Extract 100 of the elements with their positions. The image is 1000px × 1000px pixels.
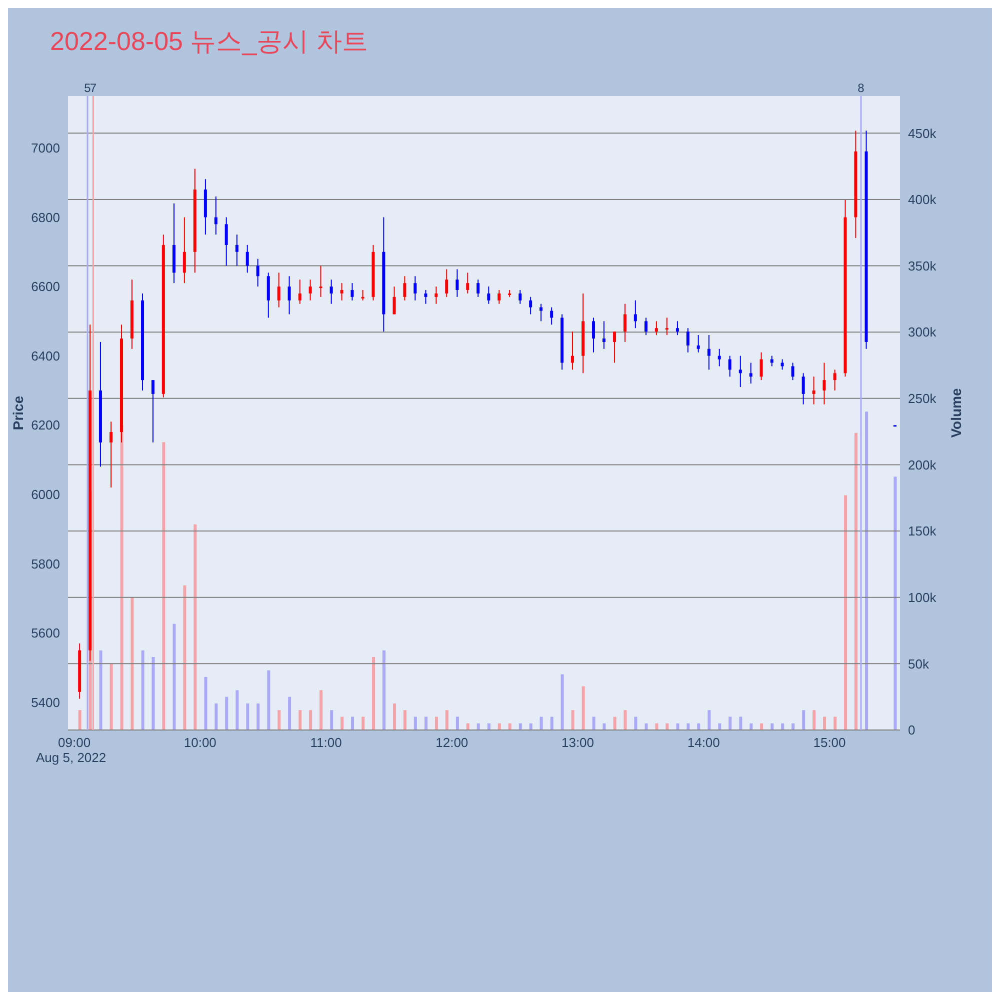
bar [708,710,711,730]
bar [476,723,480,730]
bar [498,723,501,730]
y-tick-label: 5800 [31,556,60,572]
bar [739,716,742,730]
y2-tick-label: 150k [908,524,937,539]
y-tick-label: 6800 [31,210,60,225]
bar [456,716,459,730]
bar [225,696,228,730]
candlestick [749,362,752,384]
candlestick [498,290,501,304]
candlestick [718,348,721,367]
candlestick [110,421,113,488]
candlestick [256,258,260,288]
bar [362,716,365,730]
bar [781,723,784,730]
candlestick [644,317,648,336]
candlestick [487,286,490,304]
chart-title: 2022-08-05 뉴스_공시 차트 [50,25,368,58]
candlestick [298,279,302,304]
bar [152,657,155,730]
y2-tick-label: 0 [908,722,916,738]
x-tick-label: 13:00 [562,735,594,750]
candlestick [592,317,596,353]
y-tick-label: 7000 [31,140,60,156]
bar [634,716,638,730]
candlestick [540,303,543,322]
text: Aug 5, 2022 [36,750,106,765]
bar [865,412,868,730]
y2-tick-label: 450k [908,126,937,141]
candlestick [414,276,417,301]
bar [529,723,532,730]
bar [792,723,795,730]
bar [130,597,134,730]
bar [802,710,806,730]
bar [602,723,606,730]
bar [823,716,826,730]
candlestick [434,286,438,304]
candlestick [634,300,637,329]
bar [141,650,144,730]
y-tick-label: 6200 [31,418,60,433]
y-tick-label: 5400 [31,694,60,710]
bar [718,723,722,730]
bar [267,670,270,730]
x-tick-label: 14:00 [687,735,720,750]
bar [278,710,281,730]
bar [592,716,596,730]
y2-tick-label: 200k [908,457,937,472]
candlestick [456,268,459,298]
candlestick [235,234,238,266]
candlestick [277,272,280,308]
bar [613,716,616,730]
candlestick [791,362,794,381]
x-tick-label: 11:00 [310,735,342,750]
bar [550,716,554,730]
candlestick [802,372,805,405]
y2-tick-label: 300k [908,324,937,340]
bar [666,723,669,730]
candlestick [696,334,700,353]
bar [298,710,302,730]
candlestick [319,265,322,298]
bar [320,690,323,730]
bar [487,723,490,730]
y2-tick-label: 250k [908,391,937,406]
candlestick [151,380,154,443]
y-tick-label: 6600 [31,279,60,294]
bar [770,723,774,730]
bar [309,710,312,730]
bar [414,716,417,730]
bar [194,524,197,730]
bar [403,710,406,730]
annotation: 7 [90,81,97,95]
bar [350,716,354,730]
bar [750,723,753,730]
candlestick [246,244,249,274]
candlestick [665,317,668,336]
y2-tick-label: 50k [908,656,930,672]
bar [655,723,658,730]
bar [644,723,648,730]
bar [110,664,113,730]
y2-axis-title: Volume [948,388,964,438]
y-tick-label: 6400 [31,348,60,364]
bar [582,686,585,730]
bar [330,710,334,730]
x-tick-label: 09:00 [58,735,91,750]
x-tick-label: 15:00 [813,735,846,750]
candlestick [518,290,522,304]
candlestick [833,369,836,391]
bar [624,710,627,730]
bar [246,703,250,730]
bar [508,723,512,730]
bar [894,476,897,730]
candlestick [361,290,364,301]
bar [172,624,176,730]
candlestick [770,355,774,367]
candlestick [350,282,354,301]
bar [204,676,208,730]
candlestick [602,320,606,350]
candlestick [476,279,480,298]
candlestick [550,306,554,326]
